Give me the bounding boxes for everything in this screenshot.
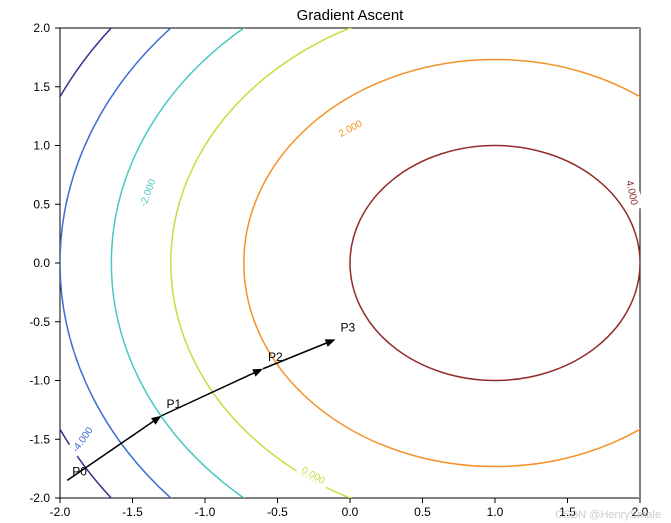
figure: Gradient Ascent -2.0 -1.5 -1.0 -0.5 0.0 0.5 1.0… xyxy=(0,0,671,523)
xtick-label: 1.0 xyxy=(487,505,504,519)
ytick-label: 0.0 xyxy=(33,256,50,270)
contour-label-group: 2.000 xyxy=(332,114,369,142)
contour-line xyxy=(244,59,671,466)
arrow-head xyxy=(252,369,263,377)
ytick-label: 1.5 xyxy=(33,80,50,94)
ytick-label: -1.5 xyxy=(29,432,50,446)
arrow-head xyxy=(151,416,162,425)
arrow-head xyxy=(325,339,336,346)
watermark: CSDN @HenrySmale xyxy=(555,509,661,521)
xtick-label: 0.5 xyxy=(414,505,431,519)
xtick-label: -1.0 xyxy=(195,505,216,519)
chart-title: Gradient Ascent xyxy=(297,7,405,24)
contour-label-group: 0.000 xyxy=(296,460,332,489)
contour-line xyxy=(350,146,640,381)
plot-svg: Gradient Ascent -2.0 -1.5 -1.0 -0.5 0.0 0.5 1.0… xyxy=(0,0,671,523)
contour-line xyxy=(14,0,671,523)
ytick-label: 1.0 xyxy=(33,139,50,153)
contour-label-group: -4.000 xyxy=(66,421,97,457)
ytick-label: 2.0 xyxy=(33,21,50,35)
xtick-label: -0.5 xyxy=(267,505,288,519)
ytick-label: -0.5 xyxy=(29,315,50,329)
point-label: P3 xyxy=(341,320,356,334)
xtick-label: 0.0 xyxy=(342,505,359,519)
ytick-label: -2.0 xyxy=(29,491,50,505)
point-label: P1 xyxy=(167,397,182,411)
contour-group xyxy=(14,0,671,523)
point-label: P2 xyxy=(268,350,283,364)
xtick-label: -1.5 xyxy=(122,505,143,519)
contour-label-group: -2.000 xyxy=(135,174,160,211)
point-label: P0 xyxy=(72,464,87,478)
ytick-label: -1.0 xyxy=(29,374,50,388)
contour-line xyxy=(171,0,671,523)
xtick-label: -2.0 xyxy=(50,505,71,519)
contour-line xyxy=(60,0,671,523)
ytick-label: 0.5 xyxy=(33,197,50,211)
